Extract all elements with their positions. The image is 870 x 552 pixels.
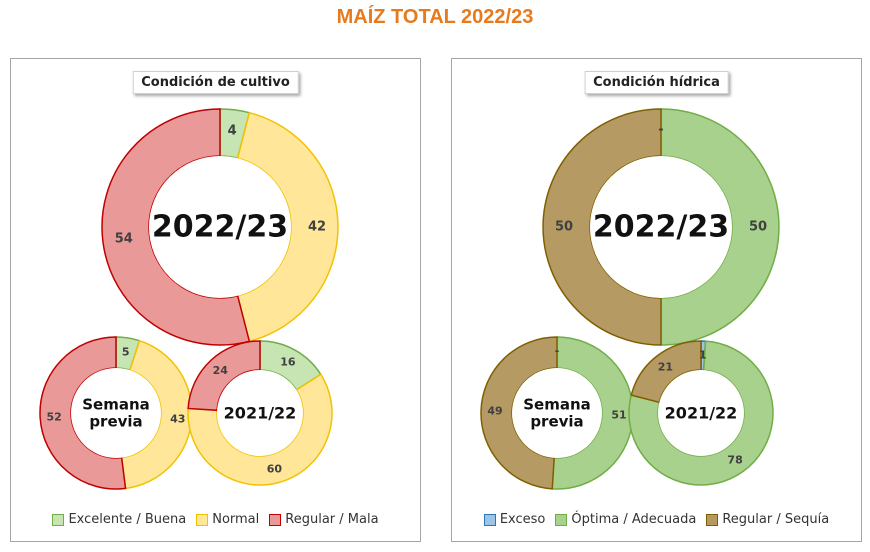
crop-donut-2-value-label-2: 24: [213, 364, 229, 377]
legend-item-optima: Óptima / Adecuada: [555, 512, 696, 527]
swatch-normal: [196, 513, 209, 526]
crop-condition-title: Condición de cultivo: [132, 71, 299, 94]
water-donut-2-value-label-2: 21: [658, 361, 673, 374]
legend-label-optima: Óptima / Adecuada: [571, 512, 697, 527]
legend-label-excelente: Excelente / Buena: [68, 512, 187, 527]
crop-donut-1-center-label-0: Semana: [82, 395, 150, 413]
legend-label-normal: Normal: [212, 512, 260, 527]
water-donut-0-value-label-1: 50: [749, 220, 767, 235]
crop-donut-0-hole: [149, 156, 291, 298]
legend-item-exceso: Exceso: [483, 512, 546, 527]
crop-donut-0-value-label-0: 4: [228, 123, 237, 138]
water-condition-panel: - 50 50 2022/23 - 51 49 Semana previa 1 78 21 2021/2…: [451, 58, 862, 542]
swatch-sequia: [706, 513, 719, 526]
water-donut-0-center-label-0: 2022/23: [593, 210, 729, 245]
water-condition-title: Condición hídrica: [584, 71, 729, 94]
swatch-optima: [555, 513, 568, 526]
crop-donut-2-center-label-0: 2021/22: [224, 404, 297, 423]
water-donut-0-value-label-0: -: [658, 123, 663, 138]
water-donut-1-hole: [512, 368, 602, 458]
water-donut-1-value-label-1: 51: [611, 408, 626, 421]
crop-donut-1-value-label-1: 43: [170, 412, 185, 425]
water-condition-legend: Exceso Óptima / Adecuada Regular / Sequí…: [452, 512, 861, 527]
water-donut-0-hole: [590, 156, 732, 298]
crop-donut-2-hole: [217, 370, 303, 456]
swatch-exceso: [483, 513, 496, 526]
water-donut-1-center-label-0: Semana: [523, 395, 591, 413]
crop-donut-1-value-label-2: 52: [46, 410, 61, 423]
water-donut-2-value-label-1: 78: [727, 453, 742, 466]
water-donut-1-slice-1: [551, 336, 634, 490]
crop-donut-2-value-label-0: 16: [280, 356, 296, 369]
legend-label-exceso: Exceso: [499, 512, 546, 527]
legend-item-excelente: Excelente / Buena: [52, 512, 186, 527]
crop-donut-2-value-label-1: 60: [267, 463, 283, 476]
water-donut-2-value-label-0: 1: [699, 349, 707, 362]
water-donut-2-center-label-0: 2021/22: [665, 404, 738, 423]
legend-label-sequia: Regular / Sequía: [722, 512, 830, 527]
legend-label-regular-mala: Regular / Mala: [285, 512, 379, 527]
swatch-regular-mala: [269, 513, 282, 526]
swatch-excelente: [52, 513, 65, 526]
crop-donut-1-hole: [71, 368, 161, 458]
main-title: MAÍZ TOTAL 2022/23: [336, 6, 534, 28]
water-donut-0-value-label-2: 50: [555, 220, 573, 235]
crop-donut-1-value-label-0: 5: [122, 345, 130, 358]
crop-donut-0-center-label-0: 2022/23: [152, 210, 288, 245]
legend-item-regular-mala: Regular / Mala: [269, 512, 379, 527]
water-donut-1-value-label-0: -: [555, 345, 560, 358]
crop-donut-0-value-label-1: 42: [308, 220, 326, 235]
water-donut-2-hole: [658, 370, 744, 456]
crop-condition-panel: 4 42 54 2022/23 5 43 52 Semana previa 16 60 24 2021/…: [10, 58, 421, 542]
crop-condition-legend: Excelente / Buena Normal Regular / Mala: [11, 512, 420, 527]
water-donut-1-value-label-2: 49: [487, 405, 502, 418]
legend-item-normal: Normal: [196, 512, 259, 527]
legend-item-sequia: Regular / Sequía: [706, 512, 829, 527]
crop-donut-0-value-label-2: 54: [115, 232, 133, 247]
crop-donut-1-center-label-1: previa: [89, 413, 142, 431]
water-donut-1-center-label-1: previa: [530, 413, 583, 431]
